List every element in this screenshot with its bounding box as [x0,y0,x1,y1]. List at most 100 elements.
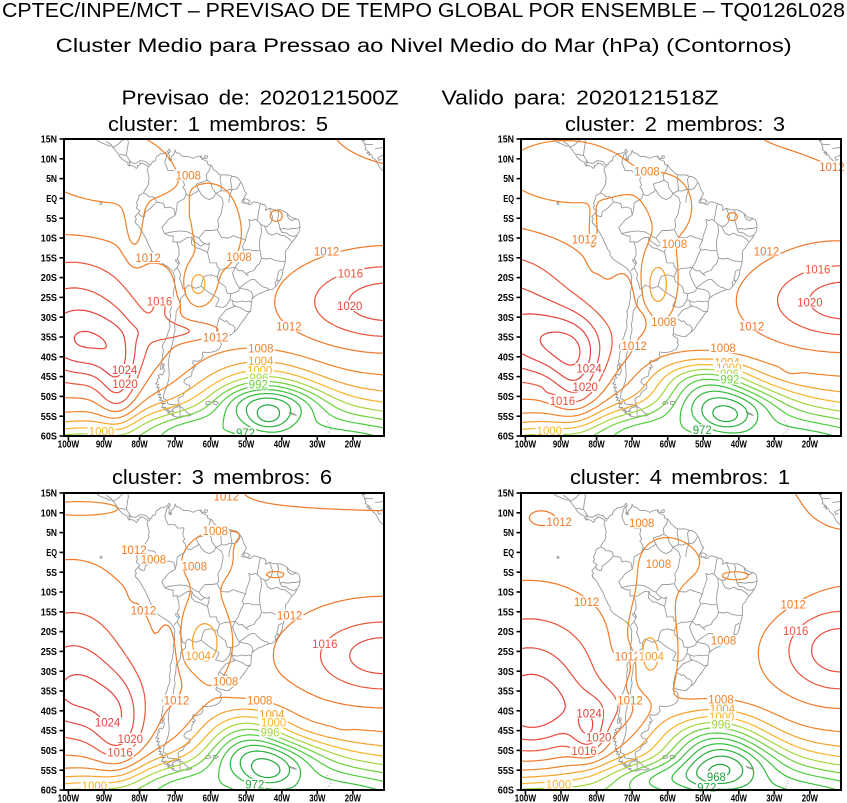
svg-text:90W: 90W [553,438,569,450]
svg-text:70W: 70W [624,792,640,803]
svg-text:CPTEC/INPE/MCT – PREVISAO DE T: CPTEC/INPE/MCT – PREVISAO DE TEMPO GLOBA… [2,0,845,22]
svg-text:40S: 40S [498,705,514,717]
svg-text:80W: 80W [132,792,148,803]
svg-text:10S: 10S [41,587,57,599]
svg-text:40W: 40W [274,792,290,803]
svg-text:15N: 15N [41,134,57,146]
svg-text:30S: 30S [41,666,57,678]
svg-text:1008: 1008 [651,315,677,329]
svg-text:992: 992 [249,378,268,392]
svg-text:1000: 1000 [261,716,287,730]
svg-text:1012: 1012 [547,515,573,529]
svg-text:1016: 1016 [571,744,597,758]
svg-text:1020: 1020 [797,296,823,310]
svg-text:1008: 1008 [646,557,672,571]
svg-text:1024: 1024 [112,363,138,377]
svg-text:55S: 55S [41,411,57,423]
svg-text:1008: 1008 [247,694,273,708]
svg-text:20S: 20S [41,272,57,284]
svg-text:cluster: 4 membros: 1: cluster: 4 membros: 1 [570,467,790,489]
svg-text:15S: 15S [41,606,57,618]
svg-text:25S: 25S [498,646,514,658]
svg-text:996: 996 [261,726,280,740]
svg-text:15N: 15N [498,488,514,500]
svg-text:20S: 20S [498,272,514,284]
svg-text:20W: 20W [802,792,818,803]
svg-text:50W: 50W [695,792,711,803]
svg-text:90W: 90W [96,438,112,450]
svg-text:5S: 5S [46,213,57,225]
svg-text:45S: 45S [41,725,57,737]
svg-text:1012: 1012 [131,604,157,618]
svg-text:1012: 1012 [277,608,303,622]
svg-text:992: 992 [720,372,739,386]
svg-text:1024: 1024 [95,716,121,730]
svg-text:1012: 1012 [819,160,845,174]
svg-text:1008: 1008 [141,553,167,567]
svg-text:EQ: EQ [46,547,57,559]
svg-text:5N: 5N [46,527,57,539]
svg-text:1012: 1012 [781,598,807,612]
svg-text:1016: 1016 [312,637,338,651]
svg-text:5S: 5S [503,213,514,225]
svg-text:1012: 1012 [164,694,190,708]
svg-text:40S: 40S [41,351,57,363]
svg-text:972: 972 [693,423,712,437]
svg-text:55S: 55S [498,765,514,777]
svg-text:1020: 1020 [112,377,138,391]
svg-text:968: 968 [707,770,726,784]
svg-text:40S: 40S [498,351,514,363]
svg-text:40S: 40S [41,705,57,717]
svg-text:1020: 1020 [118,732,144,746]
svg-text:1008: 1008 [213,675,239,689]
svg-text:1012: 1012 [276,320,302,334]
svg-text:1012: 1012 [572,233,598,247]
svg-text:10N: 10N [41,507,57,519]
svg-text:10S: 10S [41,233,57,245]
svg-text:30W: 30W [309,438,325,450]
svg-text:1012: 1012 [121,543,147,557]
svg-text:5N: 5N [503,173,514,185]
svg-text:10N: 10N [498,507,514,519]
svg-text:25S: 25S [41,646,57,658]
svg-text:Valido para: 2020121518Z: Valido para: 2020121518Z [442,88,719,110]
svg-text:1008: 1008 [662,237,688,251]
svg-text:60S: 60S [41,431,57,443]
svg-text:30S: 30S [498,666,514,678]
svg-text:40W: 40W [274,438,290,450]
svg-text:1008: 1008 [248,342,274,356]
svg-text:20S: 20S [498,626,514,638]
svg-text:1012: 1012 [214,490,240,504]
svg-text:1004: 1004 [186,649,212,663]
svg-text:1012: 1012 [617,694,643,708]
svg-text:35S: 35S [41,332,57,344]
svg-text:1016: 1016 [147,294,173,308]
svg-text:30W: 30W [766,438,782,450]
svg-text:1012: 1012 [622,339,648,353]
svg-text:30W: 30W [309,792,325,803]
svg-text:1004: 1004 [248,354,274,368]
svg-text:1000: 1000 [537,424,563,438]
svg-text:1008: 1008 [203,524,229,538]
svg-text:1008: 1008 [226,250,252,264]
svg-text:1024: 1024 [576,707,602,721]
svg-text:35S: 35S [498,686,514,698]
svg-text:1004: 1004 [639,650,665,664]
svg-text:1008: 1008 [708,693,734,707]
svg-text:70W: 70W [624,438,640,450]
svg-text:30W: 30W [766,792,782,803]
svg-text:30S: 30S [498,312,514,324]
svg-text:60S: 60S [498,431,514,443]
svg-text:1016: 1016 [107,745,133,759]
svg-text:40W: 40W [731,438,747,450]
svg-text:45S: 45S [498,725,514,737]
svg-text:60S: 60S [498,785,514,797]
svg-text:45S: 45S [41,371,57,383]
svg-text:EQ: EQ [503,547,514,559]
svg-text:1008: 1008 [710,341,736,355]
svg-text:60W: 60W [660,792,676,803]
svg-text:1012: 1012 [314,245,340,259]
svg-text:100W: 100W [58,438,80,450]
svg-text:cluster: 1 membros: 5: cluster: 1 membros: 5 [108,114,328,136]
svg-text:1008: 1008 [629,516,655,530]
